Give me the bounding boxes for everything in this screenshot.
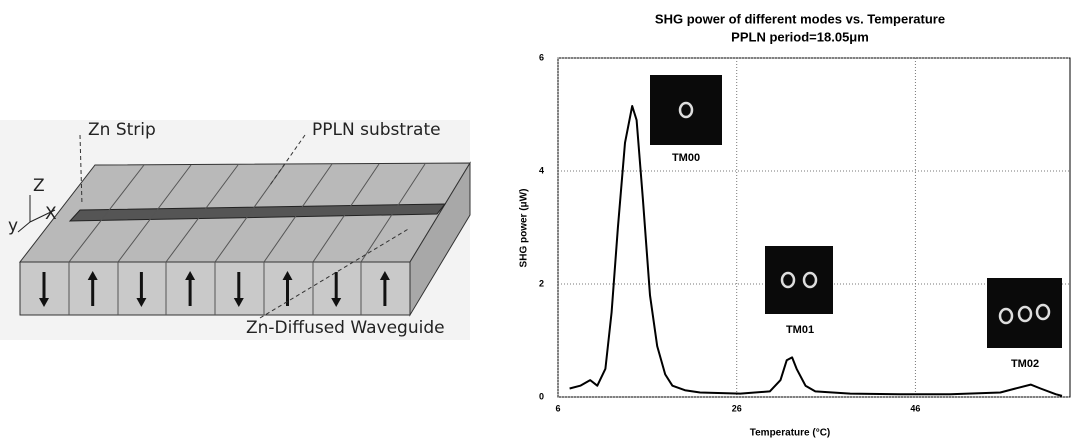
arrow-head (379, 271, 390, 280)
y-tick-label: 6 (539, 52, 544, 62)
chart-subtitle: PPLN period=18.05μm (731, 29, 869, 44)
arrow-head (185, 271, 196, 280)
axis-arrow (17, 221, 31, 233)
polarization-arrows (39, 271, 390, 307)
waveguide-label: Zn-Diffused Waveguide (246, 318, 445, 338)
arrow-head (282, 271, 293, 280)
x-tick-label: 46 (910, 403, 920, 413)
mode-spot (678, 101, 694, 119)
domain-lines (68, 163, 426, 315)
mode-image (650, 75, 722, 145)
axis-x-label: X (45, 204, 57, 224)
data-line (569, 105, 1063, 397)
mode-spot (1035, 303, 1051, 321)
axis-z-label: Z (33, 176, 45, 196)
x-tick-label: 6 (555, 403, 560, 413)
mode-spot (998, 307, 1014, 325)
annotation: TM00 (672, 152, 700, 164)
leader-line (79, 134, 83, 206)
zn-strip (68, 203, 447, 222)
axis-y-label: y (8, 216, 18, 236)
x-axis-label: Temperature (°C) (750, 428, 831, 439)
x-tick-label: 26 (732, 403, 742, 413)
y-axis-label: SHG power (μW) (519, 189, 530, 268)
mode-spot (802, 271, 818, 289)
arrow-head (87, 271, 98, 280)
mode-image (987, 278, 1062, 348)
y-tick-label: 2 (539, 278, 544, 288)
device-diagram: Zn Strip PPLN substrate Z X y Zn-Diffuse… (0, 120, 471, 340)
arrow-head (136, 298, 147, 307)
leader-line (269, 134, 306, 186)
annotation: TM02 (1011, 358, 1039, 370)
mode-image (765, 246, 833, 314)
arrow-head (331, 298, 342, 307)
leader-line (259, 227, 411, 319)
substrate-label: PPLN substrate (312, 120, 441, 140)
annotation: TM01 (786, 324, 814, 336)
y-tick-label: 4 (539, 165, 544, 175)
y-tick-label: 0 (539, 391, 544, 401)
mode-spot (1017, 305, 1033, 323)
mode-spot (780, 271, 796, 289)
axis-arrow (29, 209, 56, 223)
chart-title: SHG power of different modes vs. Tempera… (655, 11, 945, 26)
arrow-head (39, 298, 49, 307)
arrow-head (233, 298, 244, 307)
strip-label: Zn Strip (88, 120, 156, 140)
